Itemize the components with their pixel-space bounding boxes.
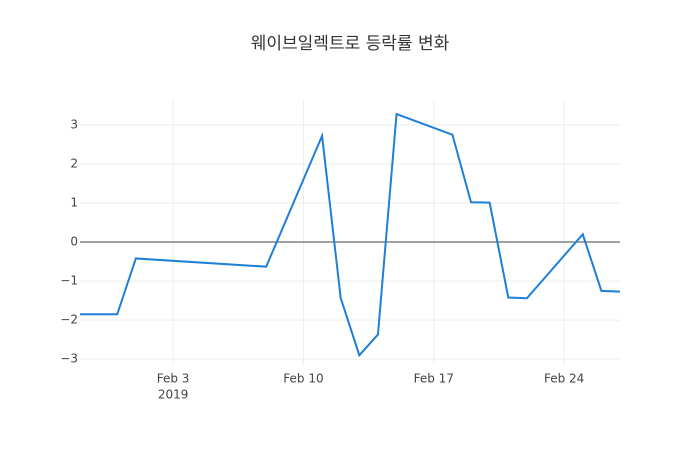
data-line bbox=[80, 112, 621, 358]
y-tick-label: 3 bbox=[70, 117, 78, 131]
y-tick-label: −1 bbox=[60, 274, 78, 288]
y-tick-label: −3 bbox=[60, 352, 78, 366]
y-tick-label: −2 bbox=[60, 313, 78, 327]
x-tick-label: Feb 17 bbox=[414, 372, 454, 386]
y-tick-label: 2 bbox=[70, 157, 78, 171]
x-tick-year: 2019 bbox=[158, 388, 189, 402]
y-tick-label: 1 bbox=[70, 196, 78, 210]
chart-title: 웨이브일렉트로 등락률 변화 bbox=[251, 34, 450, 54]
x-tick-label: Feb 10 bbox=[283, 372, 323, 386]
x-tick-label: Feb 3 bbox=[157, 372, 190, 386]
y-tick-label: 0 bbox=[70, 235, 78, 249]
x-tick-label: Feb 24 bbox=[544, 372, 584, 386]
